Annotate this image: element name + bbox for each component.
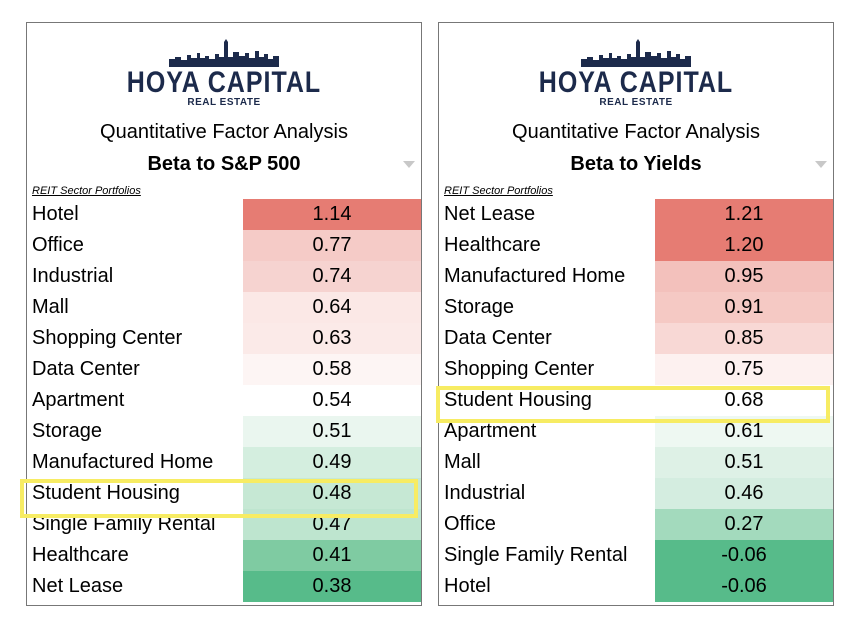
dropdown-arrow-icon[interactable] bbox=[815, 161, 827, 168]
sector-name: Shopping Center bbox=[444, 358, 595, 380]
table-row: Storage 0.91 bbox=[439, 292, 833, 323]
table-row: Shopping Center 0.63 bbox=[27, 323, 421, 354]
sector-name: Office bbox=[444, 513, 496, 535]
table-row: Student Housing 0.68 bbox=[439, 385, 833, 416]
beta-value: 0.38 bbox=[243, 571, 421, 602]
table-row: Single Family Rental 0.47 bbox=[27, 509, 421, 540]
beta-value: 0.48 bbox=[243, 478, 421, 509]
sector-name: Office bbox=[32, 234, 84, 256]
beta-value: 0.51 bbox=[243, 416, 421, 447]
beta-value: 0.49 bbox=[243, 447, 421, 478]
table-row: Manufactured Home 0.49 bbox=[27, 447, 421, 478]
beta-value: 1.14 bbox=[243, 199, 421, 230]
city-skyline-icon bbox=[169, 39, 279, 67]
sector-name: Single Family Rental bbox=[444, 544, 628, 566]
beta-value: 0.27 bbox=[655, 509, 833, 540]
panel-subtitle: Beta to S&P 500 bbox=[147, 153, 301, 175]
beta-value: 0.95 bbox=[655, 261, 833, 292]
beta-value: 0.61 bbox=[655, 416, 833, 447]
section-label: REIT Sector Portfolios bbox=[444, 185, 553, 197]
beta-value: 1.20 bbox=[655, 230, 833, 261]
table-row: Office 0.27 bbox=[439, 509, 833, 540]
table-row: Office 0.77 bbox=[27, 230, 421, 261]
sector-name: Healthcare bbox=[444, 234, 541, 256]
table-row: Single Family Rental -0.06 bbox=[439, 540, 833, 571]
table-row: Apartment 0.54 bbox=[27, 385, 421, 416]
table-row: Healthcare 0.41 bbox=[27, 540, 421, 571]
table-row: Apartment 0.61 bbox=[439, 416, 833, 447]
table-row: Mall 0.51 bbox=[439, 447, 833, 478]
beta-value: 0.75 bbox=[655, 354, 833, 385]
sector-name: Data Center bbox=[444, 327, 552, 349]
sector-name: Industrial bbox=[32, 265, 114, 287]
beta-value: 0.77 bbox=[243, 230, 421, 261]
table-row: Data Center 0.58 bbox=[27, 354, 421, 385]
sector-name: Healthcare bbox=[32, 544, 129, 566]
panel-beta-yields: HOYA CAPITAL REAL ESTATE Quantitative Fa… bbox=[438, 22, 834, 606]
sector-name: Shopping Center bbox=[32, 327, 183, 349]
beta-value: 0.63 bbox=[243, 323, 421, 354]
table-row: Hotel -0.06 bbox=[439, 571, 833, 602]
dropdown-arrow-icon[interactable] bbox=[403, 161, 415, 168]
table-row: Industrial 0.46 bbox=[439, 478, 833, 509]
beta-value: 0.54 bbox=[243, 385, 421, 416]
beta-value: 0.58 bbox=[243, 354, 421, 385]
sector-name: Single Family Rental bbox=[32, 513, 216, 535]
sector-name: Mall bbox=[32, 296, 69, 318]
table-row: Shopping Center 0.75 bbox=[439, 354, 833, 385]
city-skyline-icon bbox=[581, 39, 691, 67]
table-row: Data Center 0.85 bbox=[439, 323, 833, 354]
table-row: Industrial 0.74 bbox=[27, 261, 421, 292]
beta-value: 0.74 bbox=[243, 261, 421, 292]
logo-wordmark: HOYA CAPITAL bbox=[126, 65, 322, 100]
sector-name: Net Lease bbox=[444, 203, 536, 225]
panel-subtitle: Beta to Yields bbox=[570, 153, 702, 175]
sector-name: Hotel bbox=[32, 203, 79, 225]
sector-name: Hotel bbox=[444, 575, 491, 597]
sector-name: Mall bbox=[444, 451, 481, 473]
table-row: Healthcare 1.20 bbox=[439, 230, 833, 261]
beta-value: 0.51 bbox=[655, 447, 833, 478]
logo-wordmark: HOYA CAPITAL bbox=[538, 65, 734, 100]
beta-value: 0.68 bbox=[655, 385, 833, 416]
beta-table: Net Lease 1.21 Healthcare 1.20 Manufacture… bbox=[439, 199, 833, 602]
beta-value: 0.85 bbox=[655, 323, 833, 354]
panel-title: Quantitative Factor Analysis bbox=[100, 121, 348, 143]
sector-name: Industrial bbox=[444, 482, 526, 504]
sector-name: Storage bbox=[32, 420, 103, 442]
table-row: Net Lease 1.21 bbox=[439, 199, 833, 230]
beta-value: -0.06 bbox=[655, 540, 833, 571]
table-row: Hotel 1.14 bbox=[27, 199, 421, 230]
sector-name: Student Housing bbox=[444, 389, 592, 411]
hoya-capital-logo: HOYA CAPITAL REAL ESTATE bbox=[439, 39, 833, 125]
table-row: Manufactured Home 0.95 bbox=[439, 261, 833, 292]
hoya-capital-logo: HOYA CAPITAL REAL ESTATE bbox=[27, 39, 421, 125]
sector-name: Student Housing bbox=[32, 482, 180, 504]
beta-value: 1.21 bbox=[655, 199, 833, 230]
sector-name: Data Center bbox=[32, 358, 140, 380]
table-row: Mall 0.64 bbox=[27, 292, 421, 323]
table-row: Student Housing 0.48 bbox=[27, 478, 421, 509]
beta-value: -0.06 bbox=[655, 571, 833, 602]
panel-title: Quantitative Factor Analysis bbox=[512, 121, 760, 143]
section-label: REIT Sector Portfolios bbox=[32, 185, 141, 197]
sector-name: Apartment bbox=[32, 389, 125, 411]
beta-value: 0.41 bbox=[243, 540, 421, 571]
beta-value: 0.47 bbox=[243, 509, 421, 540]
panel-beta-sp500: HOYA CAPITAL REAL ESTATE Quantitative Fa… bbox=[26, 22, 422, 606]
logo-subtext: REAL ESTATE bbox=[187, 97, 261, 108]
logo-subtext: REAL ESTATE bbox=[599, 97, 673, 108]
beta-table: Hotel 1.14 Office 0.77 Industrial 0.74 Mall… bbox=[27, 199, 421, 602]
sector-name: Net Lease bbox=[32, 575, 124, 597]
sector-name: Manufactured Home bbox=[444, 265, 626, 287]
table-row: Net Lease 0.38 bbox=[27, 571, 421, 602]
sector-name: Apartment bbox=[444, 420, 537, 442]
table-row: Storage 0.51 bbox=[27, 416, 421, 447]
beta-value: 0.46 bbox=[655, 478, 833, 509]
beta-value: 0.91 bbox=[655, 292, 833, 323]
sector-name: Manufactured Home bbox=[32, 451, 214, 473]
sector-name: Storage bbox=[444, 296, 515, 318]
beta-value: 0.64 bbox=[243, 292, 421, 323]
